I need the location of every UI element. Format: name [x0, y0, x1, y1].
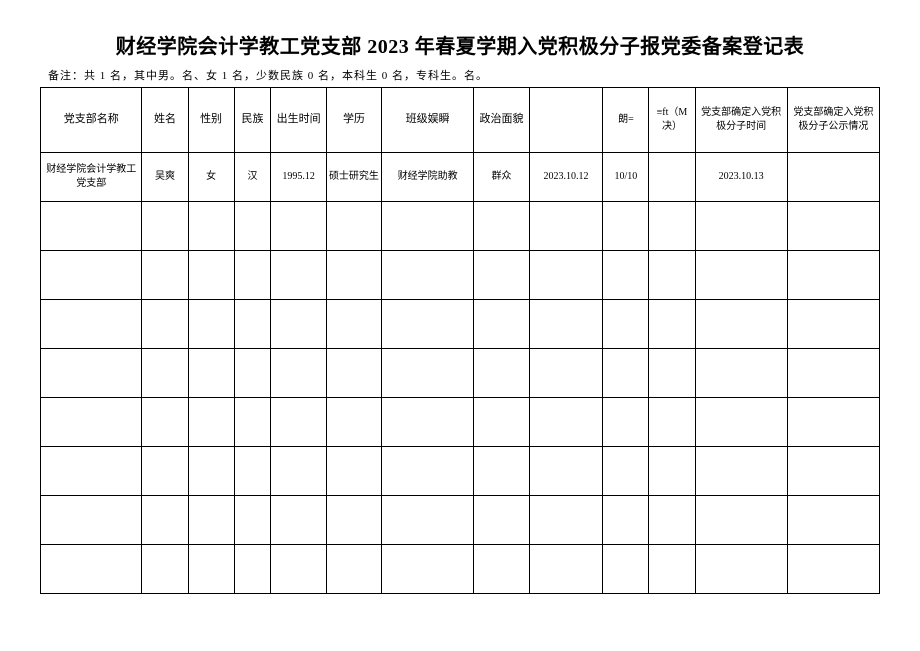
th-publicity: 党支部确定入党积极分子公示情况 [787, 88, 879, 153]
th-col9 [529, 88, 603, 153]
th-edu: 学历 [326, 88, 381, 153]
table-row [41, 447, 880, 496]
cell-edu: 硕士研究生 [326, 153, 381, 202]
table-row [41, 545, 880, 594]
th-name: 姓名 [142, 88, 188, 153]
cell-branch: 财经学院会计学教工党支部 [41, 153, 142, 202]
cell-name: 吴爽 [142, 153, 188, 202]
cell-lang: 10/10 [603, 153, 649, 202]
cell-ft [649, 153, 695, 202]
table-row [41, 496, 880, 545]
cell-col9: 2023.10.12 [529, 153, 603, 202]
registration-table: 党支部名称 姓名 性别 民族 出生时间 学历 班级娱瞬 政治面貌 朗= ≡ft（… [40, 87, 880, 594]
th-lang: 朗= [603, 88, 649, 153]
cell-birth: 1995.12 [271, 153, 326, 202]
th-ethnic: 民族 [234, 88, 271, 153]
cell-sex: 女 [188, 153, 234, 202]
table-row [41, 300, 880, 349]
table-row [41, 202, 880, 251]
th-confirm: 党支部确定入党积极分子时间 [695, 88, 787, 153]
th-branch: 党支部名称 [41, 88, 142, 153]
cell-confirm: 2023.10.13 [695, 153, 787, 202]
table-row [41, 349, 880, 398]
th-birth: 出生时间 [271, 88, 326, 153]
table-header-row: 党支部名称 姓名 性别 民族 出生时间 学历 班级娱瞬 政治面貌 朗= ≡ft（… [41, 88, 880, 153]
table-row [41, 251, 880, 300]
th-ft: ≡ft（M决） [649, 88, 695, 153]
th-class: 班级娱瞬 [382, 88, 474, 153]
remark-line: 备注：共 1 名，其中男。名、女 1 名，少数民族 0 名，本科生 0 名，专科… [48, 67, 880, 83]
cell-politics: 群众 [474, 153, 529, 202]
th-politics: 政治面貌 [474, 88, 529, 153]
cell-ethnic: 汉 [234, 153, 271, 202]
th-sex: 性别 [188, 88, 234, 153]
table-row: 财经学院会计学教工党支部 吴爽 女 汉 1995.12 硕士研究生 财经学院助教… [41, 153, 880, 202]
cell-class: 财经学院助教 [382, 153, 474, 202]
page-title: 财经学院会计学教工党支部 2023 年春夏学期入党积极分子报党委备案登记表 [40, 30, 880, 59]
document-page: 财经学院会计学教工党支部 2023 年春夏学期入党积极分子报党委备案登记表 备注… [0, 0, 920, 651]
table-row [41, 398, 880, 447]
cell-publicity [787, 153, 879, 202]
